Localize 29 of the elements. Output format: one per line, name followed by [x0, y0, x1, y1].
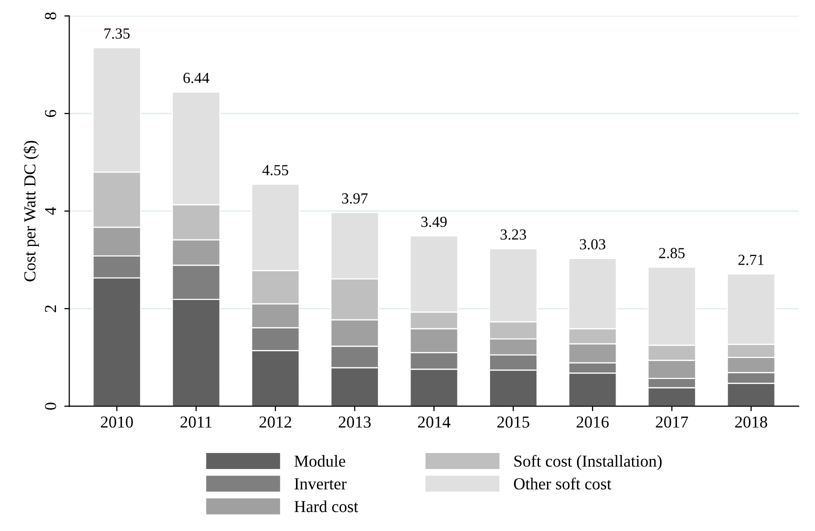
- total-label: 3.97: [342, 193, 368, 204]
- legend-label: Inverter: [294, 478, 347, 490]
- legend-label: Module: [294, 455, 346, 467]
- y-tick-label: 0: [44, 402, 56, 410]
- x-tick-label: 2013: [338, 416, 371, 428]
- total-label: 7.35: [104, 28, 130, 39]
- x-tick-label: 2016: [576, 416, 609, 428]
- total-label: 2.71: [738, 254, 764, 266]
- total-label: 2.85: [659, 248, 685, 258]
- y-axis-title: Cost per Watt DC ($): [23, 140, 39, 282]
- total-label: 6.44: [183, 72, 210, 84]
- total-label: 3.49: [421, 216, 447, 228]
- x-tick-label: 2011: [180, 416, 212, 428]
- legend-label: Other soft cost: [514, 478, 612, 490]
- y-tick-label: 2: [44, 305, 56, 312]
- total-label: 4.55: [262, 165, 288, 176]
- total-label: 3.23: [500, 229, 526, 240]
- y-tick-label: 6: [44, 110, 56, 117]
- y-tick-label: 4: [45, 207, 56, 215]
- x-tick-label: 2017: [656, 416, 688, 428]
- y-tick-label: 8: [44, 12, 56, 20]
- x-tick-label: 2018: [735, 416, 768, 428]
- legend-label: Soft cost (Installation): [514, 454, 662, 470]
- x-tick-label: 2012: [259, 416, 292, 428]
- legend-label: Hard cost: [294, 500, 358, 512]
- x-tick-label: 2014: [418, 416, 450, 428]
- x-tick-label: 2015: [497, 416, 530, 428]
- total-label: 3.03: [580, 239, 606, 250]
- x-tick-label: 2010: [100, 416, 133, 428]
